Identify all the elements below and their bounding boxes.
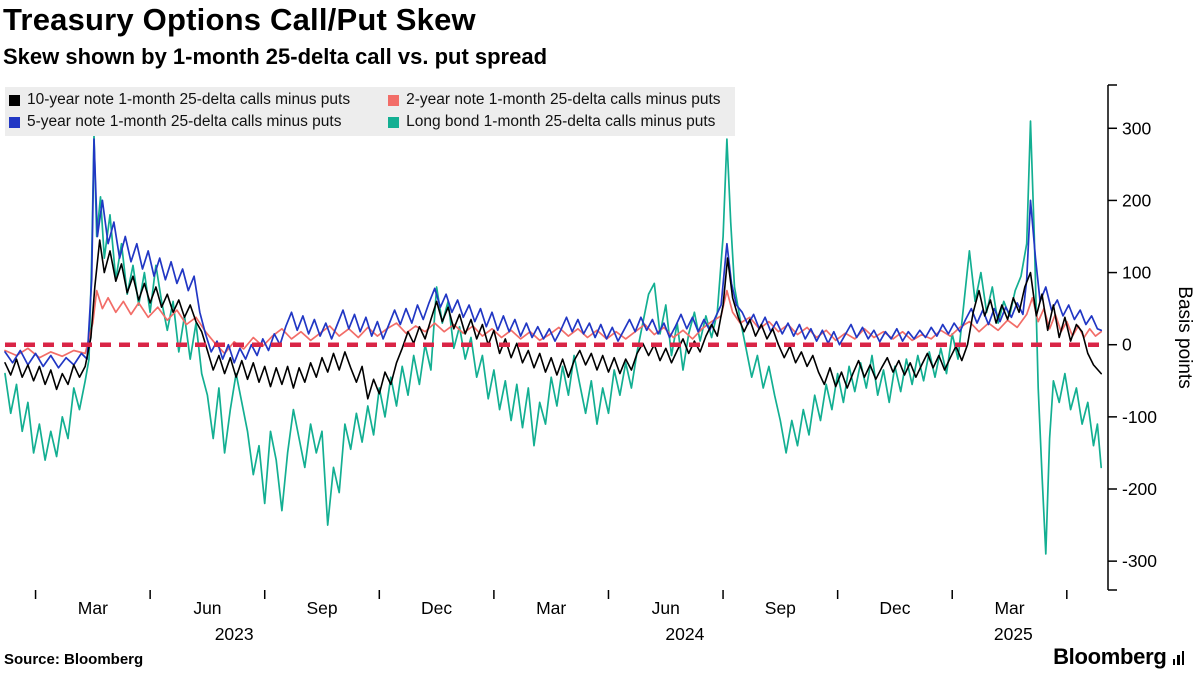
- legend-swatch-icon: [9, 116, 20, 128]
- legend-label: 10-year note 1-month 25-delta calls minu…: [27, 91, 351, 108]
- legend-item-2: 2-year note 1-month 25-delta calls minus…: [388, 90, 721, 110]
- bloomberg-logo: Bloomberg: [1053, 646, 1184, 668]
- x-tick-label: Mar: [536, 598, 566, 618]
- y-tick-label: -100: [1122, 407, 1157, 427]
- legend-label: 5-year note 1-month 25-delta calls minus…: [27, 113, 342, 130]
- legend-label: Long bond 1-month 25-delta calls minus p…: [406, 113, 716, 130]
- series-line-long_bond: [4, 120, 1103, 555]
- legend-item-3: 5-year note 1-month 25-delta calls minus…: [9, 112, 350, 132]
- legend-swatch-icon: [388, 94, 400, 106]
- y-tick-label: 0: [1122, 335, 1132, 355]
- legend-swatch-icon: [9, 94, 20, 106]
- y-tick-label: -300: [1122, 551, 1157, 571]
- x-tick-label: Dec: [421, 598, 452, 618]
- x-year-label: 2024: [665, 624, 704, 644]
- legend-label: 2-year note 1-month 25-delta calls minus…: [406, 91, 721, 108]
- y-tick-label: -200: [1122, 479, 1157, 499]
- series-line-two_year: [4, 289, 1103, 359]
- legend-item-1: 10-year note 1-month 25-delta calls minu…: [9, 90, 350, 110]
- x-tick-label: Sep: [306, 598, 337, 618]
- x-tick-label: Mar: [994, 598, 1024, 618]
- series-line-ten_year: [4, 239, 1102, 400]
- legend-swatch-icon: [388, 116, 400, 128]
- x-tick-label: Sep: [765, 598, 796, 618]
- bloomberg-logo-text: Bloomberg: [1053, 644, 1167, 669]
- source-note: Source: Bloomberg: [4, 651, 144, 668]
- y-tick-label: 300: [1122, 118, 1151, 138]
- x-tick-label: Mar: [78, 598, 108, 618]
- x-tick-label: Jun: [652, 598, 680, 618]
- y-axis-title: Basis points: [1174, 286, 1195, 388]
- x-tick-label: Jun: [193, 598, 221, 618]
- page-subtitle: Skew shown by 1-month 25-delta call vs. …: [3, 44, 548, 69]
- page-title: Treasury Options Call/Put Skew: [3, 2, 476, 37]
- chart-plot-area: 300 200 100 0 -100 -200 -300 Mar Jun Sep Dec Mar Jun…: [4, 84, 1195, 644]
- series-line-five_year: [4, 138, 1103, 369]
- x-year-label: 2023: [215, 624, 254, 644]
- x-year-label: 2025: [994, 624, 1033, 644]
- bloomberg-logo-mark-icon: [1172, 651, 1184, 665]
- legend-item-4: Long bond 1-month 25-delta calls minus p…: [388, 112, 720, 132]
- chart-legend: 10-year note 1-month 25-delta calls minu…: [5, 87, 735, 136]
- y-tick-label: 200: [1122, 190, 1151, 210]
- y-tick-label: 100: [1122, 263, 1151, 283]
- x-tick-label: Dec: [879, 598, 910, 618]
